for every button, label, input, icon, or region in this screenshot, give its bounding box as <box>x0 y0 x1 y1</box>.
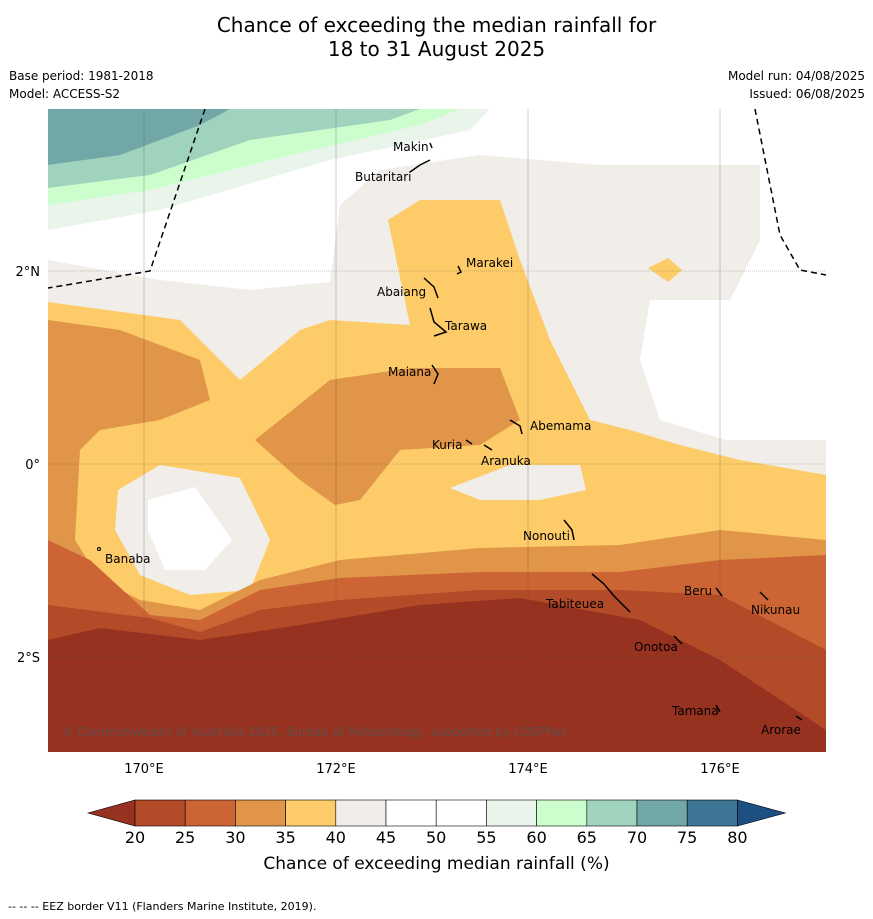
colorbar-tick-label: 65 <box>576 828 597 847</box>
colorbar-tick-label: 55 <box>476 828 497 847</box>
colorbar-tick-label: 45 <box>375 828 397 847</box>
place-label: Maiana <box>388 365 431 379</box>
colorbar-tick-label: 70 <box>626 828 648 847</box>
colorbar-swatch <box>636 799 688 827</box>
colorbar-swatch <box>285 799 337 827</box>
place-label: Marakei <box>466 256 513 270</box>
issued-text: Issued: 06/08/2025 <box>749 87 865 101</box>
lat-label: 2°S <box>17 651 40 666</box>
colorbar-swatch <box>235 799 286 827</box>
colorbar-swatch <box>686 799 738 827</box>
place-label: Beru <box>684 584 712 598</box>
colorbar-swatch <box>134 799 186 827</box>
lat-labels: 2°N 0° 2°S <box>16 265 41 666</box>
colorbar-tick-label: 60 <box>526 828 547 847</box>
model-text: Model: ACCESS-S2 <box>9 87 121 101</box>
colorbar-swatch <box>335 799 387 827</box>
copyright-text: © Commonwealth of Australia 2025, Bureau… <box>62 725 567 739</box>
eez-footnote: -- -- -- EEZ border V11 (Flanders Marine… <box>8 900 317 913</box>
colorbar-swatch <box>586 799 638 827</box>
colorbar-tick-label: 30 <box>225 828 246 847</box>
place-label: Nonouti <box>523 529 570 543</box>
colorbar-tick-label: 20 <box>124 828 146 847</box>
colorbar-tick-label: 35 <box>275 828 296 847</box>
graticule <box>48 109 826 752</box>
colorbar-tick-label: 75 <box>677 828 698 847</box>
colorbar-label: Chance of exceeding median rainfall (%) <box>263 854 610 874</box>
colorbar-swatch <box>536 799 588 827</box>
place-label: Onotoa <box>634 640 678 654</box>
chart-title-line1: Chance of exceeding the median rainfall … <box>216 13 657 37</box>
contour-70-75 <box>48 109 230 165</box>
place-label: Aranuka <box>481 454 531 468</box>
colorbar-tick-label: 50 <box>426 828 447 847</box>
lon-label: 172°E <box>316 762 356 777</box>
map-contours <box>48 109 826 752</box>
place-labels: Makin Butaritari Marakei Abaiang Tarawa … <box>105 140 801 737</box>
banaba-island <box>97 547 101 551</box>
colorbar-swatch <box>486 799 537 827</box>
colorbar <box>86 799 787 827</box>
lat-label: 2°N <box>16 265 41 280</box>
place-label: Tarawa <box>444 319 487 333</box>
lon-label: 176°E <box>700 762 740 777</box>
place-label: Makin <box>393 140 429 154</box>
contour-30-35-centre <box>255 368 520 505</box>
place-label: Kuria <box>432 438 463 452</box>
place-label: Banaba <box>105 552 151 566</box>
place-label: Tabiteuea <box>545 597 604 611</box>
lon-label: 174°E <box>508 762 548 777</box>
place-label: Arorae <box>761 723 801 737</box>
contour-below-20 <box>48 598 826 752</box>
contour-45-50-south <box>148 487 232 570</box>
colorbar-extend-high <box>737 799 787 827</box>
place-label: Nikunau <box>751 603 800 617</box>
place-label: Abaiang <box>377 285 426 299</box>
colorbar-tick-label: 40 <box>325 828 346 847</box>
lat-label: 0° <box>25 458 40 473</box>
contour-40-45-east <box>450 465 586 500</box>
colorbar-swatch <box>385 799 437 827</box>
colorbar-tick-label: 25 <box>175 828 196 847</box>
lon-label: 170°E <box>124 762 164 777</box>
place-label: Abemama <box>530 419 591 433</box>
colorbar-tick-label: 80 <box>727 828 748 847</box>
islands <box>409 142 803 721</box>
colorbar-swatch <box>184 799 236 827</box>
model-run-text: Model run: 04/08/2025 <box>727 69 865 83</box>
lon-labels: 170°E 172°E 174°E 176°E <box>124 762 740 777</box>
place-label: Butaritari <box>355 170 412 184</box>
base-period-text: Base period: 1981-2018 <box>9 69 154 83</box>
chart-title-line2: 18 to 31 August 2025 <box>327 37 546 61</box>
place-label: Tamana <box>671 704 719 718</box>
colorbar-swatch <box>435 799 487 827</box>
eez-border <box>48 109 826 289</box>
contour-35-40-patch <box>648 258 682 282</box>
colorbar-extend-low <box>86 799 136 827</box>
